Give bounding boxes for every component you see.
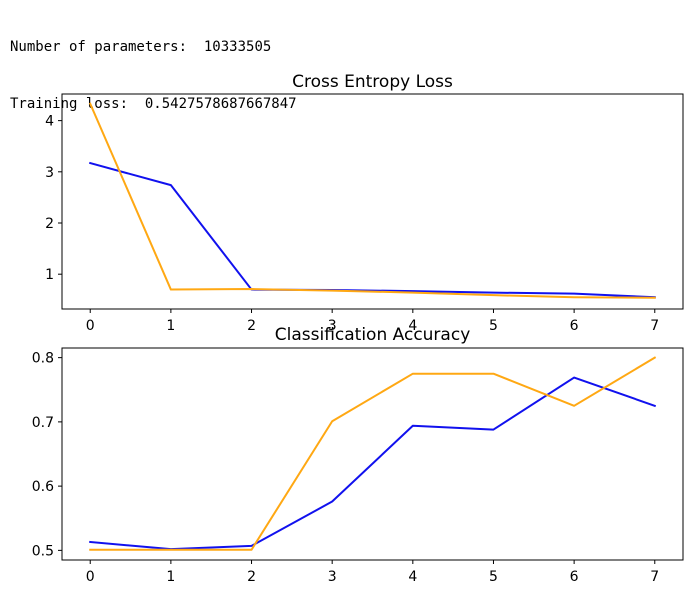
x-tick-label: 2: [247, 569, 256, 585]
y-tick-label: 4: [45, 114, 54, 130]
x-tick-label: 2: [247, 318, 256, 334]
x-tick-label: 6: [570, 569, 579, 585]
series-line-orange: [89, 356, 657, 551]
x-tick-label: 1: [166, 318, 175, 334]
param-count-value: 10333505: [203, 39, 272, 55]
x-tick-label: 7: [650, 318, 659, 334]
axes-frame: [61, 347, 684, 561]
x-tick-label: 7: [650, 569, 659, 585]
y-tick-label: 0.8: [32, 351, 54, 367]
chart-title: Classification Accuracy: [275, 325, 471, 345]
training-loss-label: Training loss:: [10, 96, 129, 112]
x-tick-label: 5: [489, 318, 498, 334]
y-tick-label: 0.7: [32, 415, 54, 431]
y-tick-label: 0.6: [32, 479, 54, 495]
training-loss-value: 0.5427578687667847: [144, 96, 297, 112]
x-tick-label: 1: [166, 569, 175, 585]
y-tick-label: 0.5: [32, 543, 54, 559]
x-tick-label: 6: [570, 318, 579, 334]
x-tick-label: 4: [408, 569, 417, 585]
chart-2: 0 1 2 3 4 5 6 7 0.5 0.6 0.7 0.8 Classification Accur…: [32, 325, 684, 585]
series-line-orange: [88, 102, 656, 299]
y-tick-label: 1: [45, 267, 54, 283]
x-tick-label: 3: [328, 569, 337, 585]
x-tick-label: 0: [86, 569, 95, 585]
x-tick-label: 5: [489, 569, 498, 585]
chart-title: Cross Entropy Loss: [292, 72, 453, 92]
console-output: Number of parameters: 10333505 Training …: [10, 0, 297, 133]
axes-frame: [61, 93, 684, 310]
training-loss-line: Training loss: 0.5427578687667847: [10, 95, 297, 114]
x-tick-label: 4: [408, 318, 417, 334]
x-tick-label: 0: [86, 318, 95, 334]
x-tick-label: 3: [328, 318, 337, 334]
series-line-blue: [89, 161, 656, 299]
y-tick-label: 2: [45, 216, 54, 232]
y-tick-label: 3: [45, 165, 54, 181]
param-count-line: Number of parameters: 10333505: [10, 38, 297, 57]
chart-1: 0 1 2 3 4 5 6 7 1 2 3 4 Cross Entropy Loss: [45, 72, 684, 334]
series-line-blue: [89, 376, 657, 551]
param-count-label: Number of parameters:: [10, 39, 188, 55]
